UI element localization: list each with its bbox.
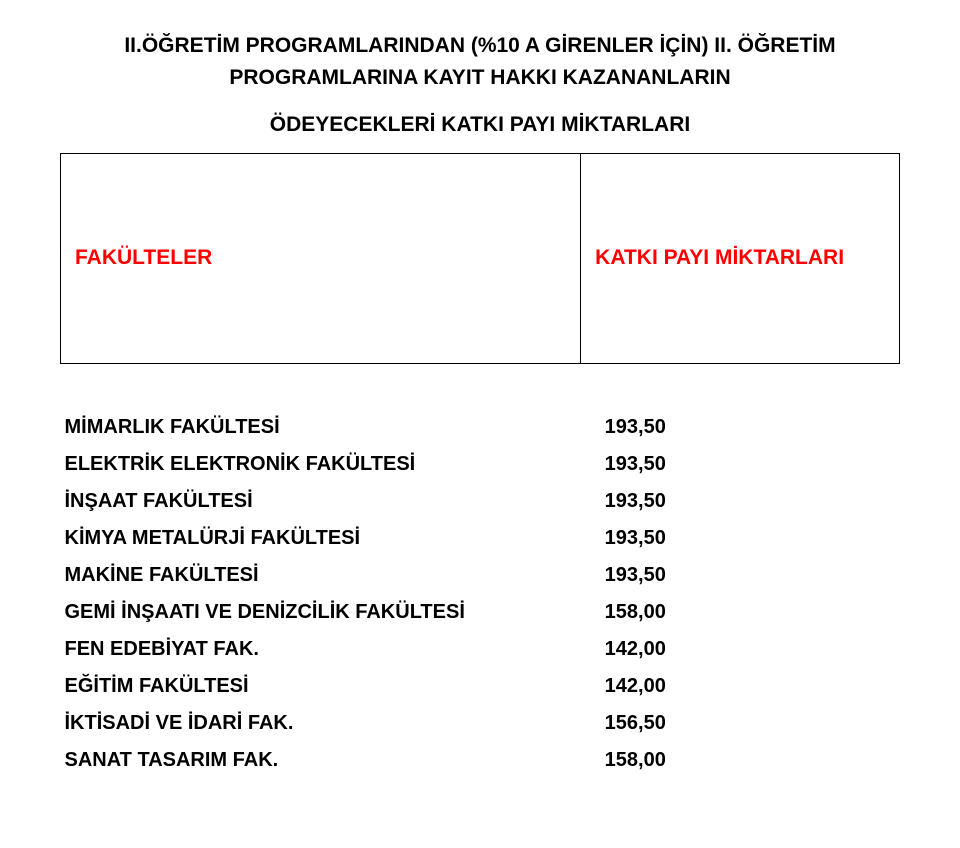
fee-amount: 193,50	[581, 446, 900, 483]
header-label-left: FAKÜLTELER	[75, 246, 212, 269]
faculty-name: İNŞAAT FAKÜLTESİ	[61, 483, 581, 520]
table-row: İNŞAAT FAKÜLTESİ193,50	[61, 483, 900, 520]
faculty-name: MİMARLIK FAKÜLTESİ	[61, 409, 581, 446]
title-line-2: PROGRAMLARINA KAYIT HAKKI KAZANANLARIN	[60, 62, 900, 94]
fee-amount: 142,00	[581, 631, 900, 668]
fee-amount: 158,00	[581, 742, 900, 779]
table-row: ELEKTRİK ELEKTRONİK FAKÜLTESİ193,50	[61, 446, 900, 483]
table-row: MAKİNE FAKÜLTESİ193,50	[61, 557, 900, 594]
table-row: SANAT TASARIM FAK.158,00	[61, 742, 900, 779]
faculty-name: ELEKTRİK ELEKTRONİK FAKÜLTESİ	[61, 446, 581, 483]
fee-amount: 142,00	[581, 668, 900, 705]
fee-amount: 193,50	[581, 409, 900, 446]
fee-amount: 158,00	[581, 594, 900, 631]
faculty-name: GEMİ İNŞAATI VE DENİZCİLİK FAKÜLTESİ	[61, 594, 581, 631]
fee-table: FAKÜLTELER KATKI PAYI MİKTARLARI MİMARLI…	[60, 153, 900, 780]
table-row: EĞİTİM FAKÜLTESİ142,00	[61, 668, 900, 705]
table-row: İKTİSADİ VE İDARİ FAK.156,50	[61, 705, 900, 742]
header-label-right: KATKI PAYI MİKTARLARI	[595, 246, 844, 269]
spacer-row	[61, 363, 900, 409]
title-line-1: II.ÖĞRETİM PROGRAMLARINDAN (%10 A GİRENL…	[60, 30, 900, 62]
faculty-name: EĞİTİM FAKÜLTESİ	[61, 668, 581, 705]
table-row: MİMARLIK FAKÜLTESİ193,50	[61, 409, 900, 446]
faculty-name: FEN EDEBİYAT FAK.	[61, 631, 581, 668]
table-row: GEMİ İNŞAATI VE DENİZCİLİK FAKÜLTESİ158,…	[61, 594, 900, 631]
faculty-name: KİMYA METALÜRJİ FAKÜLTESİ	[61, 520, 581, 557]
header-cell-faculties: FAKÜLTELER	[61, 153, 581, 363]
fee-amount: 193,50	[581, 483, 900, 520]
fee-amount: 193,50	[581, 557, 900, 594]
fee-amount: 193,50	[581, 520, 900, 557]
table-row: KİMYA METALÜRJİ FAKÜLTESİ193,50	[61, 520, 900, 557]
fee-amount: 156,50	[581, 705, 900, 742]
title-line-3: ÖDEYECEKLERİ KATKI PAYI MİKTARLARI	[60, 109, 900, 141]
table-row: FEN EDEBİYAT FAK.142,00	[61, 631, 900, 668]
faculty-name: SANAT TASARIM FAK.	[61, 742, 581, 779]
table-header-row: FAKÜLTELER KATKI PAYI MİKTARLARI	[61, 153, 900, 363]
header-cell-amounts: KATKI PAYI MİKTARLARI	[581, 153, 900, 363]
document-title: II.ÖĞRETİM PROGRAMLARINDAN (%10 A GİRENL…	[60, 30, 900, 141]
faculty-name: İKTİSADİ VE İDARİ FAK.	[61, 705, 581, 742]
faculty-name: MAKİNE FAKÜLTESİ	[61, 557, 581, 594]
